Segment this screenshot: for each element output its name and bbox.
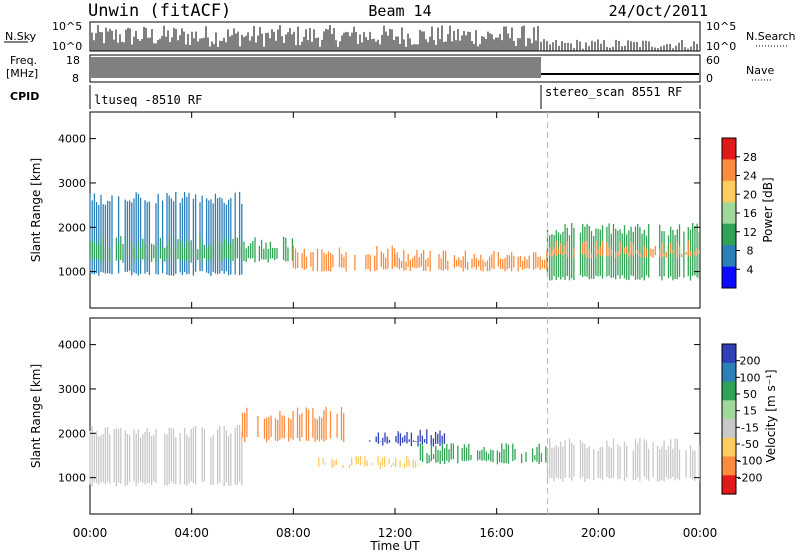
velocity-plot-frame: [89, 317, 701, 515]
colorbar-tick-label: 8: [747, 245, 754, 258]
freq-label: Freq.: [10, 54, 37, 67]
y-tick-label: 2000: [58, 427, 86, 440]
colorbar-swatch: [722, 381, 736, 401]
colorbar-swatch: [722, 400, 736, 420]
y-tick-label: 1000: [58, 266, 86, 279]
colorbar-swatch: [722, 475, 736, 495]
colorbar-swatch: [722, 266, 736, 289]
date-title: 24/Oct/2011: [609, 2, 708, 20]
colorbar-swatch: [722, 202, 736, 225]
nsearch-label: N.Search: [746, 30, 796, 43]
freq-tick-bottom: 8: [72, 72, 79, 85]
y-tick-label: 3000: [58, 177, 86, 190]
nave-label: Nave: [746, 64, 774, 77]
velocity-colorbar: 200 100 50 15 -15 -50 -100 -200: [721, 343, 763, 495]
colorbar-tick-label: 20: [743, 188, 757, 201]
velocity-y-axis-title: Slant Range [km]: [29, 364, 43, 468]
x-tick-label: 00:00: [73, 526, 108, 540]
nsky-tick-top: 10^5: [52, 20, 82, 33]
colorbar-swatch: [722, 159, 736, 182]
power-panel: 1000 2000 3000 4000 Slant Range [km] 28 24 20…: [29, 111, 775, 309]
nsky-tick-bottom: 10^0: [52, 40, 82, 53]
x-tick-label: 00:00: [683, 526, 718, 540]
cpid-label: CPID: [10, 90, 39, 103]
colorbar-tick-label: 4: [747, 263, 754, 276]
colorbar-tick-label: 200: [740, 355, 761, 368]
cpid-segment-1: ltuseq -8510 RF: [94, 93, 202, 107]
y-tick-label: 4000: [58, 133, 86, 146]
velocity-colorbar-title: Velocity [m s⁻¹]: [764, 369, 778, 462]
nsky-label: N.Sky: [5, 30, 37, 43]
freq-unit-label: [MHz]: [6, 67, 38, 80]
colorbar-swatch: [722, 437, 736, 458]
colorbar-swatch: [722, 456, 736, 476]
colorbar-swatch: [722, 245, 736, 267]
nave-tick-top: 60: [706, 54, 720, 67]
colorbar-tick-label: 100: [740, 371, 761, 384]
colorbar-tick-label: 16: [743, 207, 757, 220]
colorbar-tick-label: 28: [743, 151, 757, 164]
x-tick-label: 20:00: [581, 526, 616, 540]
colorbar-tick-label: -50: [741, 438, 759, 451]
colorbar-tick-label: -15: [741, 421, 759, 434]
colorbar-swatch: [722, 362, 736, 383]
colorbar-tick-label: -200: [738, 471, 763, 484]
colorbar-swatch: [722, 223, 736, 246]
colorbar-swatch: [722, 138, 736, 160]
power-colorbar-title: Power [dB]: [761, 177, 775, 242]
x-tick-label: 04:00: [174, 526, 209, 540]
beam-title: Beam 14: [368, 2, 431, 20]
colorbar-tick-label: 50: [743, 388, 757, 401]
velocity-y-ticks: 1000 2000 3000 4000: [58, 318, 701, 514]
cpid-segment-2: stereo_scan 8551 RF: [545, 85, 682, 99]
nsearch-tick-bottom: 10^0: [706, 40, 736, 53]
x-tick-label: 12:00: [378, 526, 413, 540]
time-x-ticks: 00:00 04:00 08:00 12:00 16:00 20:00 00:00: [73, 526, 718, 540]
nsearch-tick-top: 10^5: [706, 20, 736, 33]
freq-bars: [91, 57, 699, 78]
power-plot-frame: [89, 111, 701, 309]
power-colorbar: 28 24 20 16 12 8 4: [721, 137, 757, 289]
site-title: Unwin (fitACF): [88, 1, 231, 21]
y-tick-label: 4000: [58, 339, 86, 352]
x-tick-label: 16:00: [479, 526, 514, 540]
freq-tick-top: 18: [66, 54, 80, 67]
y-tick-label: 2000: [58, 221, 86, 234]
y-tick-label: 1000: [58, 472, 86, 485]
colorbar-frame: [721, 343, 737, 495]
colorbar-tick-label: 15: [743, 405, 757, 418]
x-tick-label: 08:00: [276, 526, 311, 540]
power-y-axis-title: Slant Range [km]: [29, 158, 43, 262]
nsky-bars: [91, 25, 698, 51]
colorbar-tick-label: 12: [743, 226, 757, 239]
y-tick-label: 3000: [58, 383, 86, 396]
colorbar-swatch: [722, 344, 736, 364]
power-y-ticks: 1000 2000 3000 4000: [58, 112, 701, 308]
velocity-panel: 1000 2000 3000 4000 Slant Range [km] 200 100…: [29, 317, 778, 515]
power-data: [89, 112, 700, 308]
colorbar-tick-label: 24: [743, 170, 757, 183]
time-axis-title: Time UT: [369, 539, 420, 553]
colorbar-swatch: [722, 419, 736, 439]
velocity-data: [89, 318, 700, 514]
colorbar-tick-label: -100: [738, 455, 763, 468]
nave-tick-bottom: 0: [706, 72, 713, 85]
colorbar-swatch: [722, 180, 736, 203]
